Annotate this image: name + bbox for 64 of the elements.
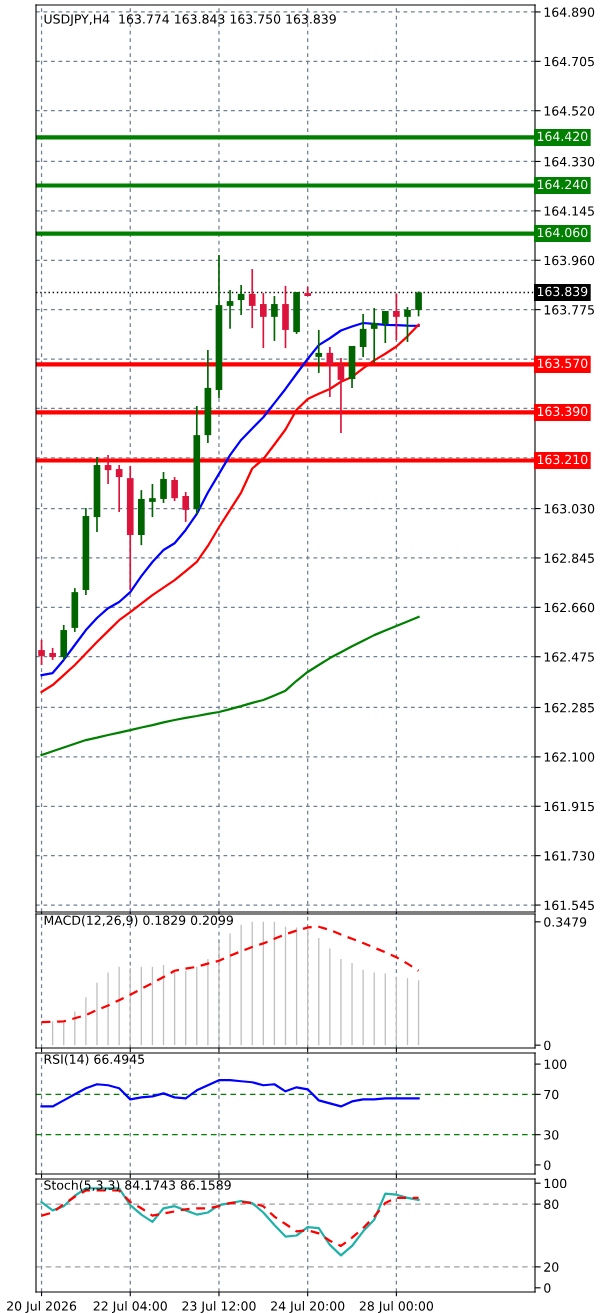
candlestick xyxy=(115,464,123,513)
line-series xyxy=(40,1079,420,1108)
y-tick-label: 100 xyxy=(544,1059,567,1070)
x-tick-label: 24 Jul 20:00 xyxy=(271,1301,345,1314)
y-tick-label: 0 xyxy=(544,1160,551,1170)
x-tick-label: 20 Jul 2026 xyxy=(7,1301,77,1314)
y-tick-label: 0.3479 xyxy=(544,917,587,927)
y-tick-label: 161.915 xyxy=(544,801,594,812)
y-tick-label: 162.475 xyxy=(544,652,594,662)
candlestick xyxy=(415,290,422,318)
candlestick xyxy=(315,329,323,374)
ref-line-label: 163.390 xyxy=(537,406,588,417)
candlestick xyxy=(404,306,411,343)
x-tick-label: 22 Jul 04:00 xyxy=(93,1301,167,1314)
candlestick xyxy=(271,295,278,342)
candlestick xyxy=(337,357,345,434)
ref-line-label: 163.210 xyxy=(537,454,588,465)
y-tick-label: 0 xyxy=(544,1283,551,1293)
y-tick-label: 164.330 xyxy=(544,156,595,167)
candlestick xyxy=(248,268,256,329)
ref-line-label: 164.420 xyxy=(537,131,588,142)
y-tick-label: 162.660 xyxy=(544,602,595,613)
y-tick-label: 161.730 xyxy=(544,851,595,861)
y-tick-label: 0 xyxy=(544,1040,551,1051)
y-tick-label: 164.520 xyxy=(544,106,595,116)
line-series xyxy=(40,615,420,757)
x-tick-label: 23 Jul 12:00 xyxy=(182,1301,256,1314)
candlestick xyxy=(171,476,178,502)
y-tick-label: 163.775 xyxy=(544,305,594,315)
y-tick-label: 100 xyxy=(544,1178,567,1189)
y-tick-label: 164.705 xyxy=(544,56,594,67)
y-tick-label: 162.845 xyxy=(544,553,594,563)
y-tick-label: 70 xyxy=(544,1089,559,1100)
x-tick-label: 28 Jul 00:00 xyxy=(359,1301,434,1314)
chart-title: Stoch(5,3,3) 84.1743 86.1589 xyxy=(44,1180,231,1192)
y-tick-label: 164.145 xyxy=(544,206,594,216)
candlestick xyxy=(38,639,45,666)
y-tick-label: 20 xyxy=(544,1262,559,1272)
y-tick-label: 161.545 xyxy=(544,900,594,910)
candlestick xyxy=(326,346,334,398)
text: USDJPY,H4 163.774 163.843 163.750 163.839 xyxy=(44,14,336,27)
chart-title: MACD(12,26,9) 0.1829 0.2099 xyxy=(44,915,233,927)
candlestick xyxy=(370,307,378,364)
candlestick xyxy=(260,292,267,349)
y-tick-label: 162.100 xyxy=(544,752,595,762)
candlestick xyxy=(381,310,389,344)
candlestick xyxy=(149,483,156,518)
ref-line-label: 164.240 xyxy=(537,179,588,190)
line-series xyxy=(40,925,420,1024)
candlestick xyxy=(393,293,400,341)
ref-line-label: 163.839 xyxy=(537,286,588,297)
candlestick xyxy=(226,289,234,330)
y-tick-label: 30 xyxy=(544,1130,559,1140)
chart-title: RSI(14) 66.4945 xyxy=(44,1054,145,1066)
ref-line-label: 163.570 xyxy=(537,358,588,369)
ref-line-label: 164.060 xyxy=(537,227,588,238)
candlestick xyxy=(182,491,190,523)
y-tick-label: 163.030 xyxy=(544,504,595,514)
y-tick-label: 164.890 xyxy=(544,7,595,17)
line-series xyxy=(40,1189,420,1248)
y-tick-label: 162.285 xyxy=(544,702,594,713)
y-tick-label: 80 xyxy=(544,1199,559,1210)
candlestick xyxy=(160,471,167,504)
y-tick-label: 163.960 xyxy=(544,255,595,266)
